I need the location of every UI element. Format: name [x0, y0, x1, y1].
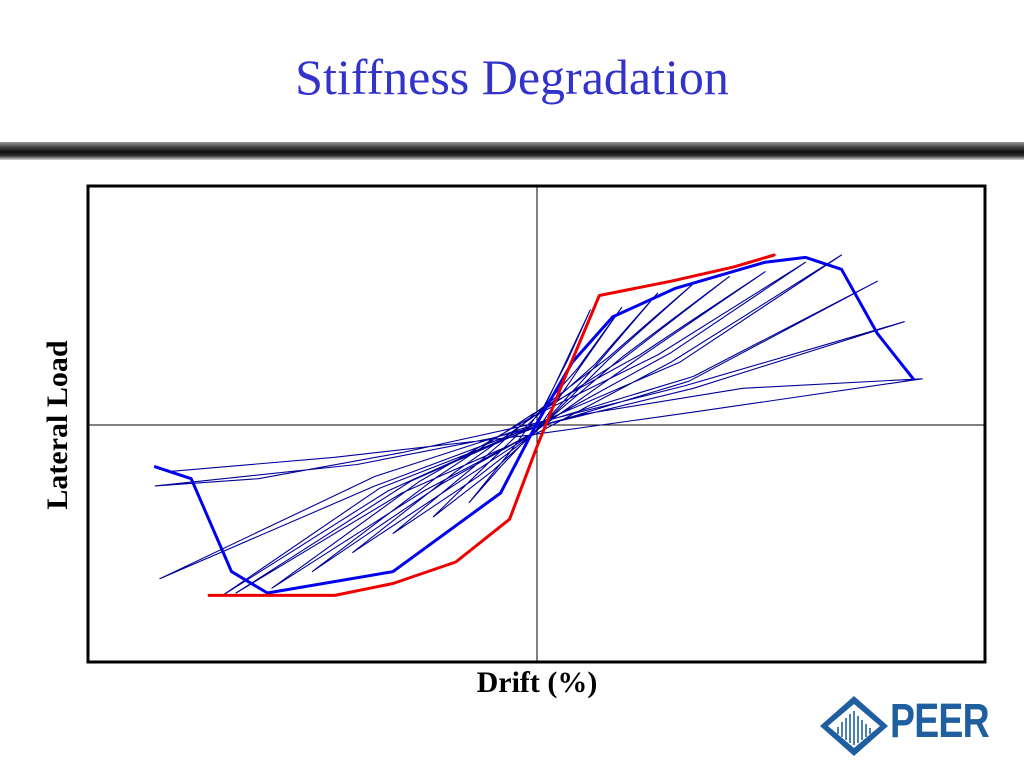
y-axis-label: Lateral Load	[41, 340, 74, 510]
series-layer	[153, 253, 923, 597]
slide-title: Stiffness Degradation	[295, 49, 729, 105]
peer-logo: PEER	[818, 694, 998, 758]
peer-diamond-icon	[820, 696, 888, 756]
envelope-line-2	[207, 253, 776, 597]
x-axis-label: Drift (%)	[476, 666, 598, 699]
title-divider	[0, 142, 1024, 160]
peer-logo-text: PEER	[890, 695, 990, 748]
